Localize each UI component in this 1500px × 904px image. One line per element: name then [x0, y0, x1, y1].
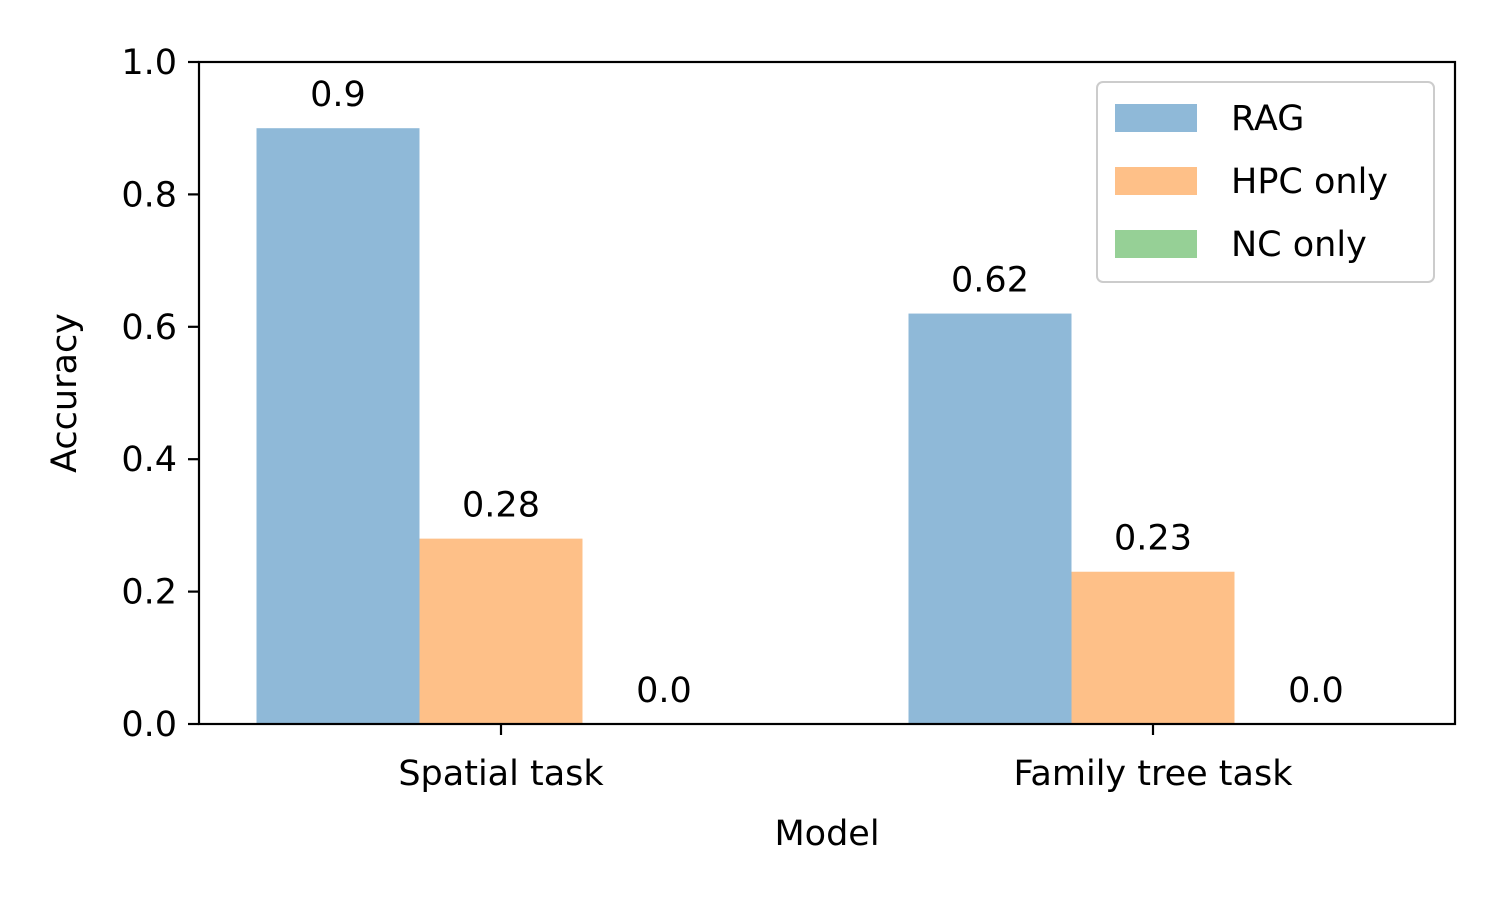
bar-value-label: 0.9 — [310, 75, 366, 115]
y-tick-label: 0.4 — [121, 440, 177, 480]
legend-label: NC only — [1231, 225, 1367, 265]
bar-value-label: 0.62 — [951, 261, 1029, 301]
legend-label: RAG — [1231, 99, 1304, 139]
bar-value-label: 0.0 — [636, 671, 692, 711]
y-tick-label: 1.0 — [121, 43, 177, 83]
y-axis: 0.0 0.2 0.4 0.6 0.8 1.0 — [121, 43, 199, 745]
x-axis: Spatial task Family tree task — [398, 724, 1293, 794]
legend-swatch — [1115, 167, 1197, 195]
y-axis-label: Accuracy — [45, 313, 85, 473]
x-tick-label: Family tree task — [1014, 754, 1294, 794]
plot-frame — [197, 60, 1457, 726]
y-tick-label: 0.6 — [121, 308, 177, 348]
bar-1-0 — [419, 538, 583, 724]
x-axis-label: Model — [774, 814, 879, 854]
bar-value-label: 0.0 — [1288, 671, 1344, 711]
bar-value-label: 0.28 — [462, 486, 540, 526]
y-tick-label: 0.2 — [121, 573, 177, 613]
y-tick-label: 0.8 — [121, 175, 177, 215]
bar-0-1 — [908, 313, 1072, 724]
legend-swatch — [1115, 230, 1197, 258]
bar-1-1 — [1071, 571, 1235, 724]
bar-0-0 — [256, 128, 420, 724]
bar-labels-layer: 0.9 0.62 0.28 0.23 0.0 0.0 — [310, 75, 1344, 711]
legend: RAG HPC only NC only — [1096, 81, 1435, 283]
legend-swatch — [1115, 104, 1197, 132]
bars-layer — [256, 128, 1235, 724]
legend-label: HPC only — [1231, 162, 1388, 202]
x-tick-label: Spatial task — [398, 754, 604, 794]
bar-value-label: 0.23 — [1114, 519, 1192, 559]
y-tick-label: 0.0 — [121, 705, 177, 745]
